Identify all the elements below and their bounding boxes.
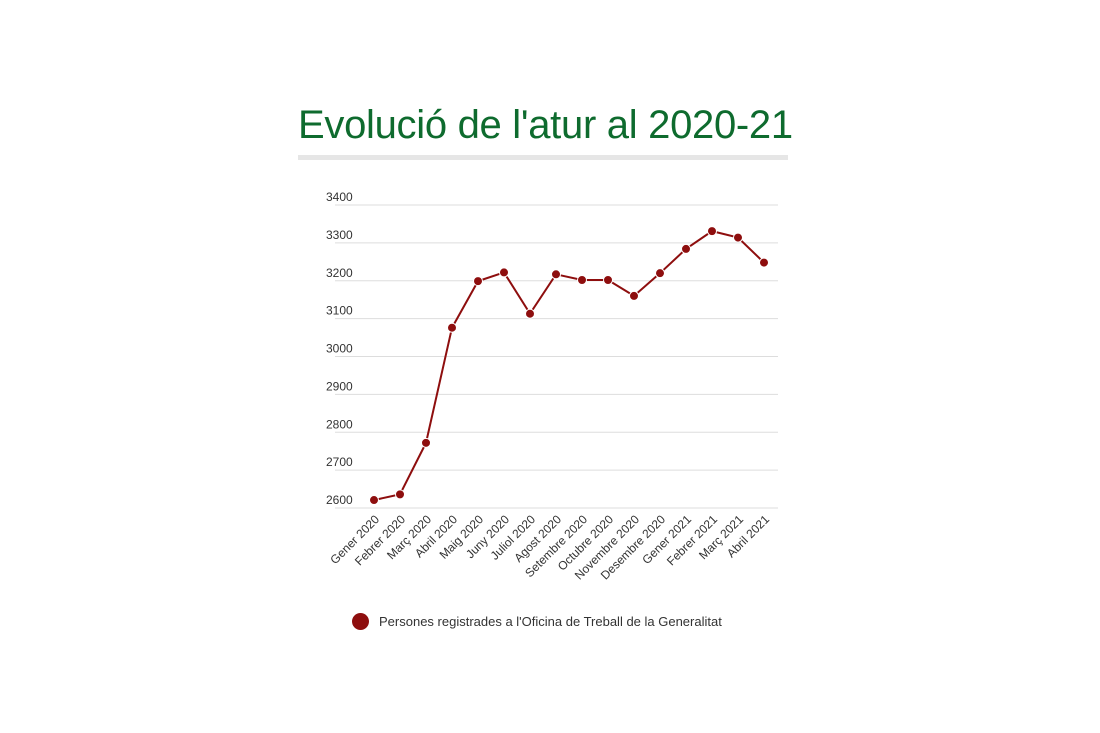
data-point[interactable] bbox=[759, 257, 769, 268]
data-point[interactable] bbox=[603, 274, 613, 285]
series-points bbox=[369, 226, 769, 506]
series-line bbox=[373, 230, 765, 502]
y-tick-label: 2800 bbox=[326, 417, 353, 431]
y-tick-label: 3100 bbox=[326, 304, 353, 318]
data-point[interactable] bbox=[473, 276, 483, 287]
legend-label: Persones registrades a l'Oficina de Treb… bbox=[379, 614, 722, 629]
data-point[interactable] bbox=[369, 495, 379, 506]
data-point[interactable] bbox=[525, 308, 535, 319]
data-point[interactable] bbox=[733, 232, 743, 243]
y-tick-label: 3200 bbox=[326, 266, 353, 280]
y-axis-ticks: 2600 2700 2800 2900 3000 3100 3200 3300 3400 bbox=[326, 190, 353, 507]
y-tick-label: 3400 bbox=[326, 190, 353, 204]
y-tick-label: 2700 bbox=[326, 455, 353, 469]
data-point[interactable] bbox=[707, 226, 717, 237]
title-block: Evolució de l'atur al 2020-21 bbox=[298, 100, 793, 160]
data-point[interactable] bbox=[629, 290, 639, 301]
gridlines bbox=[335, 204, 778, 509]
legend[interactable]: Persones registrades a l'Oficina de Treb… bbox=[352, 613, 722, 630]
data-point[interactable] bbox=[551, 269, 561, 280]
y-tick-label: 2900 bbox=[326, 379, 353, 393]
title-divider bbox=[298, 155, 788, 160]
y-tick-label: 3000 bbox=[326, 342, 353, 356]
data-point[interactable] bbox=[681, 243, 691, 254]
y-tick-label: 3300 bbox=[326, 228, 353, 242]
y-tick-label: 2600 bbox=[326, 493, 353, 507]
data-point[interactable] bbox=[395, 489, 405, 500]
legend-swatch bbox=[352, 613, 369, 630]
line-chart: 2600 2700 2800 2900 3000 3100 3200 3300 3400 Gen… bbox=[326, 190, 778, 583]
chart-title: Evolució de l'atur al 2020-21 bbox=[298, 103, 793, 147]
data-point[interactable] bbox=[499, 267, 509, 278]
data-point[interactable] bbox=[421, 437, 431, 448]
data-point[interactable] bbox=[447, 322, 457, 333]
data-point[interactable] bbox=[577, 274, 587, 285]
data-point[interactable] bbox=[655, 268, 665, 279]
